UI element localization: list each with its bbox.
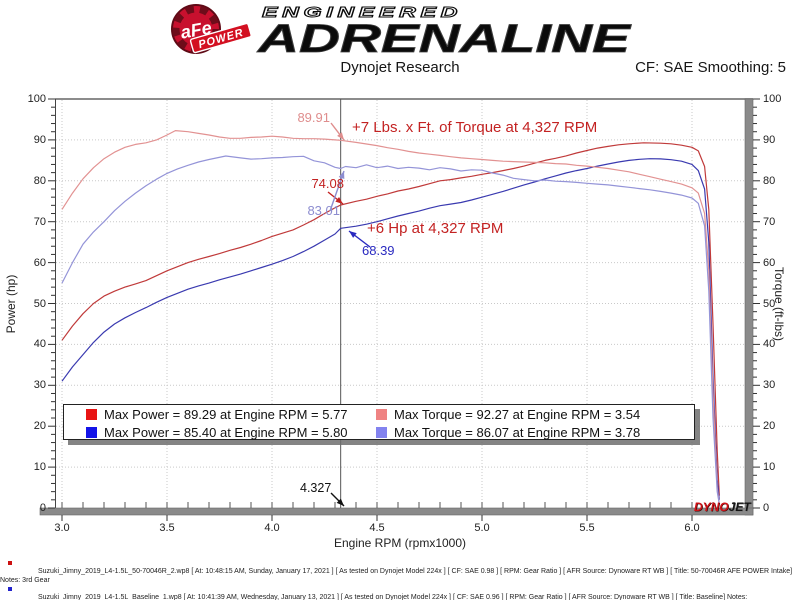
legend-swatch	[86, 426, 97, 438]
x-tick-label: 5.5	[579, 522, 595, 534]
annotation-torque-afe-value: 89.91	[297, 110, 330, 125]
y-tick-label-right: 20	[763, 420, 776, 433]
x-tick-label: 4.5	[369, 522, 385, 534]
legend-swatch	[376, 426, 387, 438]
y-tick-label-right: 10	[763, 461, 776, 474]
y-tick-label-right: 40	[763, 338, 776, 351]
y-tick-label-left: 20	[33, 420, 46, 433]
dynojet-logo-dyno: DYNO	[694, 500, 729, 514]
legend-entry-text: Max Torque = 92.27 at Engine RPM = 3.54	[394, 406, 641, 422]
dynojet-logo: DYNOJET	[694, 500, 751, 514]
legend-swatch	[86, 408, 97, 420]
y-tick-label-left: 30	[33, 379, 46, 392]
plot-frame-bottom-bar	[39, 507, 754, 516]
annotation-arrow-torque-afe-head	[337, 132, 344, 140]
logo-engineered-text: ENGINEERED	[262, 4, 462, 21]
legend-entry-text: Max Power = 85.40 at Engine RPM = 5.80	[104, 424, 348, 440]
annotation-power-afe-value: 74.08	[311, 176, 344, 191]
x-tick-label: 6.0	[684, 522, 700, 534]
legend-entry: Max Power = 89.29 at Engine RPM = 5.77	[86, 407, 376, 422]
dynojet-logo-jet: JET	[728, 500, 751, 514]
footnote-afe-run: Suzuki_Jimny_2019_L4-1.5L_50-70046R_2.wp…	[0, 568, 793, 584]
y-tick-label-right: 60	[763, 256, 776, 269]
y-tick-label-right: 30	[763, 379, 776, 392]
legend-entry: Max Torque = 92.27 at Engine RPM = 3.54	[376, 407, 694, 422]
x-tick-label: 3.5	[159, 522, 175, 534]
annotation-arrow-power-afe-head	[335, 197, 343, 204]
annotation-cursor-rpm: 4.327	[300, 481, 332, 495]
cf-smoothing-label: CF: SAE Smoothing: 5	[635, 59, 786, 76]
footnote-bullet-baseline	[8, 587, 12, 591]
y-tick-label-left: 70	[33, 215, 46, 228]
logo-adrenaline-text: ADRENALINE	[257, 17, 632, 58]
y-tick-label-right: 70	[763, 215, 776, 228]
y-tick-label-right: 100	[763, 93, 782, 105]
y-tick-label-left: 90	[33, 133, 46, 146]
x-tick-label: 3.0	[54, 522, 70, 534]
footnote-bullet-afe	[8, 561, 12, 565]
y-tick-label-left: 100	[27, 93, 46, 105]
footnote-baseline-run: Suzuki_Jimny_2019_L4-1.5L_Baseline_1.wp8…	[38, 594, 748, 600]
y-tick-label-right: 0	[763, 502, 770, 514]
report-title: Dynojet Research	[340, 59, 460, 76]
curve-torque-baseline	[61, 155, 720, 505]
y-tick-label-left: 80	[33, 174, 46, 187]
annotation-power-gain: +6 Hp at 4,327 RPM	[367, 220, 504, 237]
afe-adrenaline-logo: aFe POWER ENGINEERED ADRENALINE	[171, 4, 632, 58]
plot-frame-right-bar	[744, 98, 754, 516]
y-tick-label-left: 40	[33, 338, 46, 351]
y-tick-label-left: 0	[39, 502, 46, 514]
y-tick-label-right: 90	[763, 133, 776, 146]
legend-entry-text: Max Torque = 86.07 at Engine RPM = 3.78	[394, 424, 641, 440]
legend-box: Max Power = 89.29 at Engine RPM = 5.77 Ma…	[63, 404, 695, 440]
y-tick-label-left: 50	[33, 297, 46, 310]
x-tick-label: 5.0	[474, 522, 490, 534]
y-tick-label-left: 10	[33, 461, 46, 474]
y-tick-label-left: 60	[33, 256, 46, 269]
annotation-arrow-torque-base-head	[338, 171, 345, 179]
curve-power-baseline	[61, 158, 720, 500]
legend-swatch	[376, 408, 387, 420]
legend-entry: Max Power = 85.40 at Engine RPM = 5.80	[86, 425, 376, 440]
annotation-torque-baseline-value: 83.01	[307, 203, 340, 218]
annotation-torque-gain: +7 Lbs. x Ft. of Torque at 4,327 RPM	[352, 119, 598, 136]
annotation-power-baseline-value: 68.39	[362, 243, 395, 258]
x-tick-label: 4.0	[264, 522, 280, 534]
curve-power-50-70046r-afe-intake	[61, 142, 720, 496]
annotation-arrow-cursor-head	[336, 498, 344, 506]
y-tick-label-right: 50	[763, 297, 776, 310]
x-axis-title: Engine RPM (rpmx1000)	[333, 536, 467, 550]
curve-torque-50-70046r-afe-intake	[61, 130, 720, 504]
legend-entry-text: Max Power = 89.29 at Engine RPM = 5.77	[104, 406, 348, 422]
annotation-arrow-power-base-head	[349, 231, 357, 238]
legend-entry: Max Torque = 86.07 at Engine RPM = 3.78	[376, 425, 694, 440]
y-tick-label-right: 80	[763, 174, 776, 187]
